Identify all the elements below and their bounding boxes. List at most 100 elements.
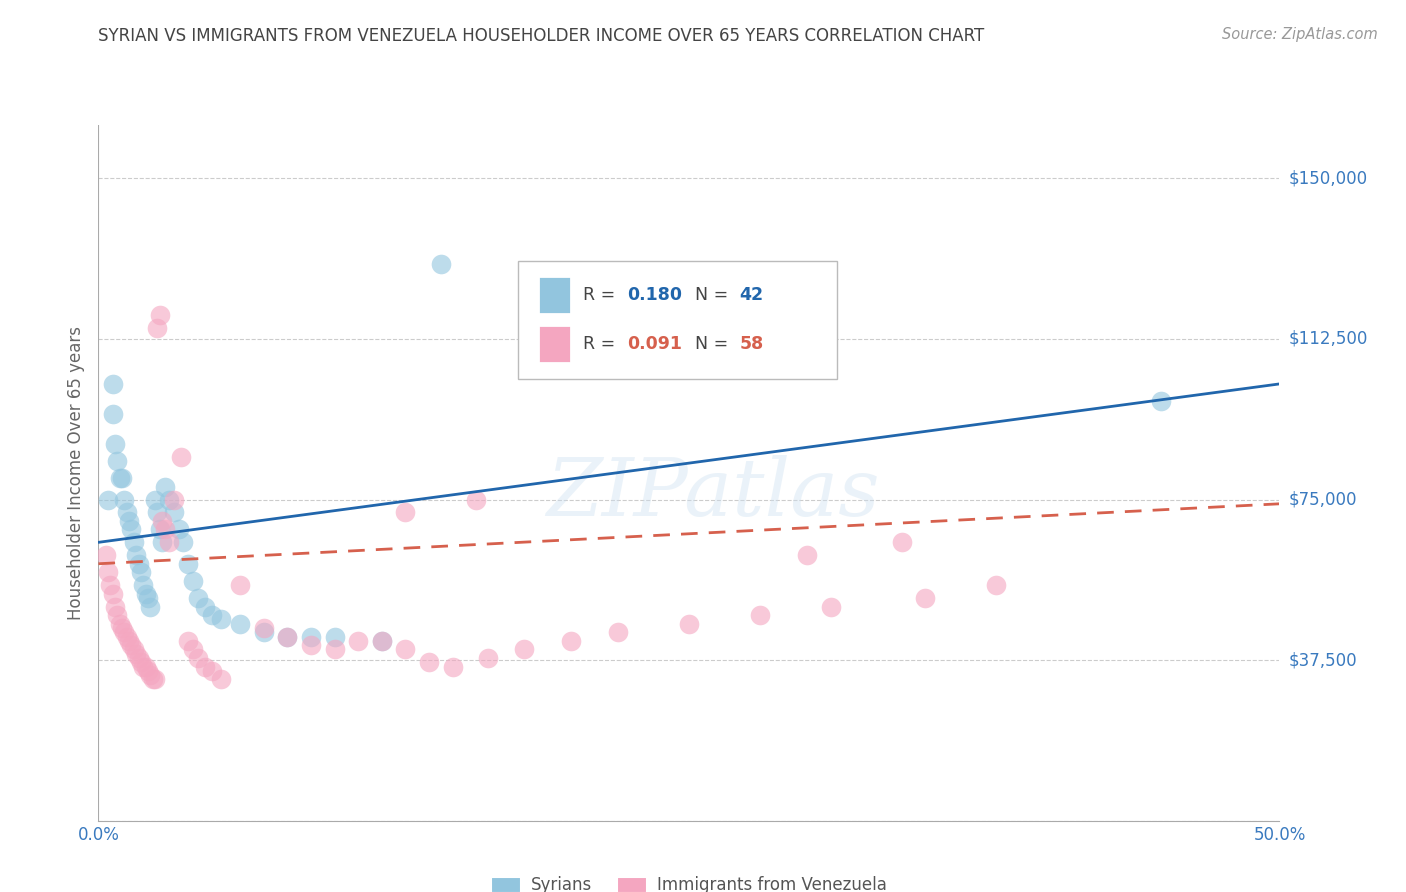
Point [394, 642, 416, 657]
Point [129, 655, 152, 669]
Point [122, 642, 145, 657]
Point [157, 492, 180, 507]
Point [512, 642, 534, 657]
Point [146, 505, 169, 519]
Point [209, 612, 232, 626]
Point [181, 642, 204, 657]
Point [394, 505, 416, 519]
Text: ZIPatlas: ZIPatlas [546, 455, 879, 533]
Point [132, 659, 155, 673]
Point [118, 514, 141, 528]
Point [143, 492, 166, 507]
Point [139, 599, 162, 614]
Point [167, 523, 190, 537]
Bar [537, 325, 571, 363]
Point [163, 505, 186, 519]
Text: $112,500: $112,500 [1289, 330, 1368, 348]
Text: 0.091: 0.091 [627, 335, 682, 353]
Point [94, 548, 117, 562]
Point [181, 574, 204, 588]
Legend: Syrians, Immigrants from Venezuela: Syrians, Immigrants from Venezuela [482, 868, 896, 892]
Point [153, 480, 176, 494]
Point [441, 659, 464, 673]
Point [984, 578, 1007, 592]
Point [115, 505, 138, 519]
Point [157, 535, 180, 549]
Point [299, 638, 322, 652]
Point [118, 633, 141, 648]
Text: R =: R = [582, 335, 620, 353]
Point [136, 664, 159, 678]
Point [177, 633, 200, 648]
Point [135, 587, 157, 601]
Point [820, 599, 842, 614]
Point [108, 471, 131, 485]
Point [209, 673, 232, 687]
Point [371, 633, 394, 648]
Point [97, 566, 120, 580]
Point [347, 633, 370, 648]
Text: Source: ZipAtlas.com: Source: ZipAtlas.com [1222, 27, 1378, 42]
Point [430, 257, 453, 271]
Point [125, 647, 148, 661]
Point [146, 321, 169, 335]
Point [1150, 394, 1173, 409]
Point [149, 523, 172, 537]
Text: $150,000: $150,000 [1289, 169, 1368, 187]
Point [323, 630, 346, 644]
Point [101, 376, 124, 391]
Point [890, 535, 912, 549]
Point [125, 548, 148, 562]
Text: N =: N = [695, 335, 734, 353]
Point [101, 587, 124, 601]
Y-axis label: Householder Income Over 65 years: Householder Income Over 65 years [67, 326, 86, 620]
Point [276, 630, 298, 644]
Point [121, 638, 143, 652]
Point [187, 651, 209, 665]
Point [678, 616, 700, 631]
Bar [537, 276, 571, 314]
Point [104, 599, 127, 614]
Text: $37,500: $37,500 [1289, 651, 1357, 669]
Point [112, 492, 135, 507]
Point [607, 625, 630, 640]
Point [170, 450, 193, 464]
Point [194, 599, 217, 614]
Point [276, 630, 298, 644]
Point [143, 673, 166, 687]
Text: 0.180: 0.180 [627, 286, 682, 304]
Point [253, 625, 276, 640]
Point [153, 523, 176, 537]
Point [465, 492, 488, 507]
Point [128, 651, 150, 665]
Point [418, 655, 440, 669]
Point [201, 608, 224, 623]
Point [748, 608, 770, 623]
Point [128, 557, 150, 571]
Point [253, 621, 276, 635]
Point [477, 651, 499, 665]
Point [101, 407, 124, 421]
Point [914, 591, 936, 605]
Point [105, 608, 128, 623]
Point [150, 514, 173, 528]
Point [136, 591, 159, 605]
Text: $75,000: $75,000 [1289, 491, 1357, 508]
Point [105, 454, 128, 468]
Point [172, 535, 194, 549]
Point [150, 535, 173, 549]
Text: N =: N = [695, 286, 734, 304]
Point [139, 668, 162, 682]
Point [108, 616, 131, 631]
Text: 58: 58 [740, 335, 763, 353]
Point [323, 642, 346, 657]
Point [135, 659, 157, 673]
Point [111, 471, 134, 485]
Point [111, 621, 134, 635]
Point [129, 566, 152, 580]
Point [115, 630, 138, 644]
Point [163, 492, 186, 507]
Point [177, 557, 200, 571]
Point [121, 523, 143, 537]
Point [98, 578, 121, 592]
